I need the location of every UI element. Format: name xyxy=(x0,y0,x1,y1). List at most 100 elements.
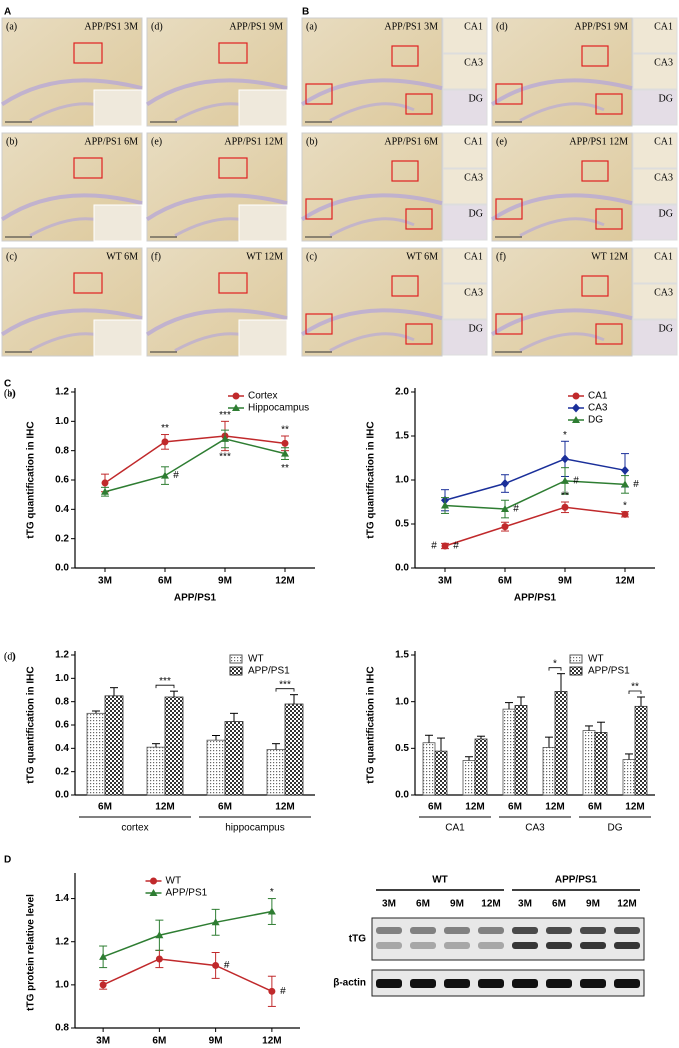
annotation: ** xyxy=(281,425,289,436)
bar xyxy=(542,747,556,796)
figure-letter: D xyxy=(4,855,11,866)
inset-label: DG xyxy=(469,208,483,219)
y-axis-label: tTG quantification in IHC xyxy=(26,666,37,783)
marker xyxy=(161,471,169,479)
bar xyxy=(422,742,436,796)
x-tick-label: 9M xyxy=(558,576,572,587)
marker xyxy=(441,542,449,550)
x-tick-label: 9M xyxy=(218,576,232,587)
x-tick-label: 12M xyxy=(625,802,644,813)
blot-band xyxy=(410,979,436,988)
inset-label: CA3 xyxy=(464,287,483,298)
annotation: ** xyxy=(561,491,569,502)
blot-band xyxy=(512,927,538,934)
tissue-layer xyxy=(0,193,143,222)
marker xyxy=(101,487,109,495)
y-tick-label: 0.6 xyxy=(55,475,69,486)
annotation-bracket xyxy=(155,684,175,689)
marker xyxy=(268,987,276,995)
inset xyxy=(238,319,288,357)
inset-label: CA3 xyxy=(654,287,673,298)
inset xyxy=(632,89,678,126)
inset-label: DG xyxy=(659,208,673,219)
inset-label: DG xyxy=(469,323,483,334)
group-label: hippocampus xyxy=(225,823,284,834)
inset-label: CA3 xyxy=(464,172,483,183)
annotation: # xyxy=(280,986,286,997)
inset-label: CA1 xyxy=(464,136,483,147)
image-label: APP/PS1 3M xyxy=(384,21,438,32)
micrograph xyxy=(491,17,633,127)
x-tick-label: 6M xyxy=(588,802,602,813)
x-tick-label: 6M xyxy=(158,576,172,587)
bar xyxy=(514,705,528,796)
tissue-layer xyxy=(0,308,143,337)
tissue-layer xyxy=(490,78,633,107)
series-line xyxy=(102,958,273,993)
legend-label: Hippocampus xyxy=(248,403,309,414)
inset-label: CA1 xyxy=(464,21,483,32)
inset xyxy=(93,89,143,127)
y-tick-label: 0.4 xyxy=(55,743,69,754)
roi-box xyxy=(218,272,248,294)
annotation: * xyxy=(553,658,557,669)
inset xyxy=(632,204,678,241)
inset xyxy=(442,283,488,320)
y-tick-label: 0.8 xyxy=(55,445,69,456)
annotation: *** xyxy=(279,679,291,690)
annotation: # xyxy=(453,541,459,552)
inset xyxy=(442,247,488,284)
inset xyxy=(442,168,488,205)
y-tick-label: 2.0 xyxy=(395,387,409,398)
annotation-bracket xyxy=(548,667,562,671)
annotation: # xyxy=(224,960,230,971)
marker xyxy=(155,955,163,963)
group-label: DG xyxy=(608,823,623,834)
marker xyxy=(161,438,169,446)
tissue-layer xyxy=(329,102,415,122)
image-label: WT 6M xyxy=(406,251,438,262)
roi-box xyxy=(218,157,248,179)
annotation: * xyxy=(563,430,567,441)
image-letter: (a) xyxy=(6,21,17,32)
image-letter: (e) xyxy=(151,136,162,147)
y-tick-label: 0.5 xyxy=(395,519,409,530)
marker xyxy=(232,392,240,400)
bar xyxy=(224,721,244,796)
inset xyxy=(442,53,488,90)
marker xyxy=(561,454,569,464)
annotation: # xyxy=(513,504,519,515)
y-tick-label: 0.2 xyxy=(55,533,69,544)
tissue-layer xyxy=(329,332,415,352)
image-label: APP/PS1 12M xyxy=(224,136,283,147)
marker xyxy=(572,416,580,423)
marker xyxy=(99,981,107,989)
annotation: *** xyxy=(159,676,171,687)
inset xyxy=(632,283,678,320)
bar xyxy=(206,739,226,796)
roi-box xyxy=(391,160,419,182)
tissue-layer xyxy=(300,193,443,222)
inset xyxy=(93,319,143,357)
inset-label: CA3 xyxy=(654,57,673,68)
y-tick-label: 1.0 xyxy=(395,475,409,486)
blot-band xyxy=(512,979,538,988)
annotation: # xyxy=(431,541,437,552)
image-label: APP/PS1 6M xyxy=(84,136,138,147)
x-tick-label: 6M xyxy=(218,802,232,813)
inset-label: CA3 xyxy=(654,172,673,183)
x-tick-label: 12M xyxy=(275,576,294,587)
series-line xyxy=(104,435,286,484)
group-label: cortex xyxy=(121,823,148,834)
marker xyxy=(221,434,229,442)
x-tick-label: 3M xyxy=(96,1036,110,1047)
annotation: * xyxy=(270,887,274,898)
blot-band xyxy=(614,979,640,988)
image-letter: (b) xyxy=(306,136,318,147)
roi-box xyxy=(581,160,609,182)
y-tick-label: 0.5 xyxy=(395,743,409,754)
blot-band xyxy=(546,942,572,949)
panel-label: (a) xyxy=(4,388,15,399)
roi-box xyxy=(495,83,523,105)
y-tick-label: 0.0 xyxy=(395,563,409,574)
